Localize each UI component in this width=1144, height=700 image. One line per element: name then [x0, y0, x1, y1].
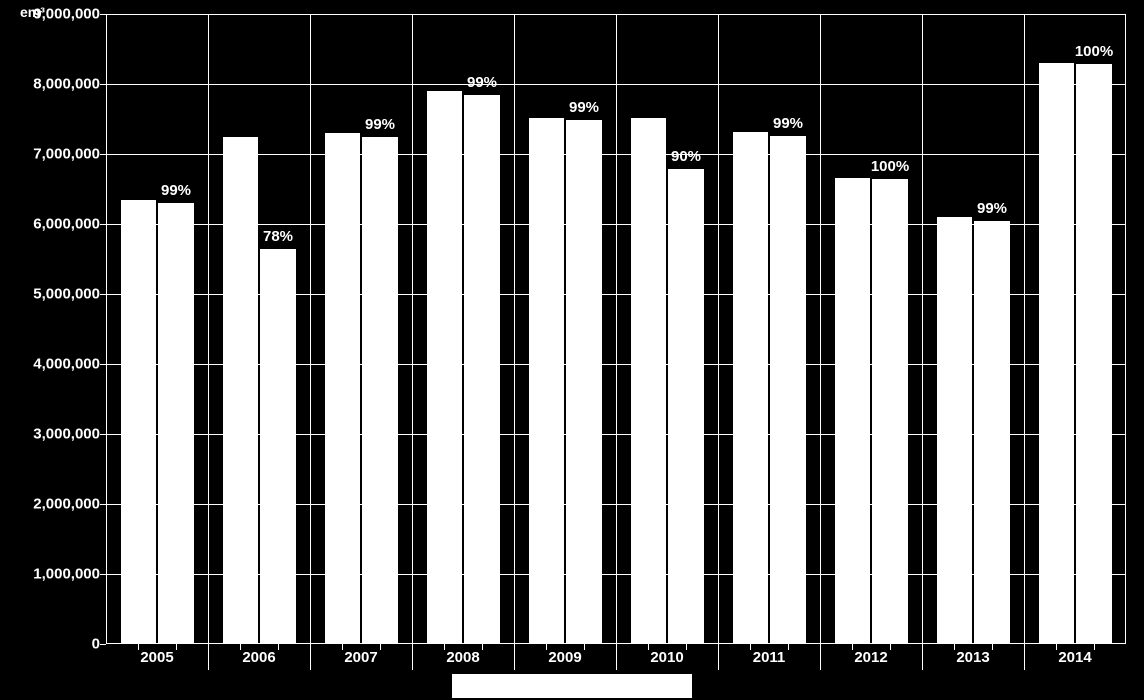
x-tick	[852, 644, 853, 650]
legend-box	[452, 674, 692, 698]
bar-pair: 99%	[426, 91, 501, 644]
y-tick-label: 5,000,000	[33, 286, 100, 303]
x-tick	[176, 644, 177, 650]
bar-primary	[835, 178, 871, 644]
x-tick	[750, 644, 751, 650]
x-tick	[278, 644, 279, 650]
y-tick-label: 9,000,000	[33, 6, 100, 23]
x-tick	[482, 644, 483, 650]
x-axis-label: 2010	[650, 649, 683, 666]
percent-label: 99%	[773, 115, 803, 136]
bar-pair: 90%	[630, 118, 705, 644]
x-axis-label: 2009	[548, 649, 581, 666]
percent-label: 99%	[467, 74, 497, 95]
bar-pair: 99%	[324, 133, 399, 644]
y-tick-mark	[100, 644, 106, 645]
bar-primary	[733, 132, 769, 644]
x-tick	[584, 644, 585, 650]
bar-pair: 99%	[936, 217, 1011, 644]
percent-label: 90%	[671, 148, 701, 169]
bar-secondary: 100%	[1076, 64, 1112, 644]
x-tick	[444, 644, 445, 650]
x-tick	[380, 644, 381, 650]
y-tick-label: 4,000,000	[33, 356, 100, 373]
bar-secondary: 78%	[260, 249, 296, 645]
x-axis-label: 2006	[242, 649, 275, 666]
x-axis-label: 2013	[956, 649, 989, 666]
x-axis-label: 2007	[344, 649, 377, 666]
bar-pair: 100%	[1038, 63, 1113, 644]
bar-secondary: 99%	[362, 137, 398, 645]
y-tick-label: 8,000,000	[33, 76, 100, 93]
percent-label: 78%	[263, 228, 293, 249]
x-tick	[992, 644, 993, 650]
bar-secondary: 100%	[872, 179, 908, 645]
x-tick	[890, 644, 891, 650]
bar-primary	[223, 137, 259, 645]
x-tick	[240, 644, 241, 650]
bar-primary	[121, 200, 157, 645]
bar-pair: 99%	[732, 132, 807, 644]
y-tick-label: 3,000,000	[33, 426, 100, 443]
x-axis-label: 2012	[854, 649, 887, 666]
bar-secondary: 99%	[770, 136, 806, 644]
bar-secondary: 99%	[464, 95, 500, 645]
bar-primary	[427, 91, 463, 644]
percent-label: 99%	[977, 200, 1007, 221]
y-tick-label: 0	[92, 636, 100, 653]
x-axis-label: 2014	[1058, 649, 1091, 666]
x-tick	[546, 644, 547, 650]
x-divider	[310, 14, 311, 670]
bar-primary	[937, 217, 973, 644]
x-divider	[1024, 14, 1025, 670]
y-tick-label: 6,000,000	[33, 216, 100, 233]
bar-primary	[325, 133, 361, 644]
bar-primary	[631, 118, 667, 644]
x-axis-label: 2011	[753, 649, 786, 666]
chart-container: em³ 01,000,0002,000,0003,000,0004,000,00…	[0, 0, 1144, 700]
bar-pair: 99%	[120, 200, 195, 645]
x-divider	[208, 14, 209, 670]
x-axis-label: 2008	[446, 649, 479, 666]
percent-label: 99%	[365, 116, 395, 137]
x-tick	[954, 644, 955, 650]
bar-secondary: 90%	[668, 169, 704, 644]
x-divider	[820, 14, 821, 670]
y-tick-label: 7,000,000	[33, 146, 100, 163]
bar-pair: 78%	[222, 137, 297, 645]
bar-secondary: 99%	[974, 221, 1010, 645]
x-tick	[648, 644, 649, 650]
bar-secondary: 99%	[158, 203, 194, 644]
x-divider	[616, 14, 617, 670]
x-tick	[686, 644, 687, 650]
bar-primary	[1039, 63, 1075, 644]
bar-pair: 99%	[528, 118, 603, 644]
x-tick	[1056, 644, 1057, 650]
x-tick	[788, 644, 789, 650]
x-divider	[718, 14, 719, 670]
percent-label: 99%	[569, 99, 599, 120]
bar-primary	[529, 118, 565, 644]
percent-label: 100%	[871, 158, 909, 179]
x-divider	[514, 14, 515, 670]
x-divider	[922, 14, 923, 670]
bar-secondary: 99%	[566, 120, 602, 644]
y-tick-label: 1,000,000	[33, 566, 100, 583]
bar-pair: 100%	[834, 178, 909, 644]
percent-label: 99%	[161, 182, 191, 203]
x-divider	[412, 14, 413, 670]
x-tick	[342, 644, 343, 650]
x-axis-label: 2005	[140, 649, 173, 666]
percent-label: 100%	[1075, 43, 1113, 64]
y-tick-mark	[100, 14, 106, 15]
x-tick	[138, 644, 139, 650]
y-tick-label: 2,000,000	[33, 496, 100, 513]
x-tick	[1094, 644, 1095, 650]
